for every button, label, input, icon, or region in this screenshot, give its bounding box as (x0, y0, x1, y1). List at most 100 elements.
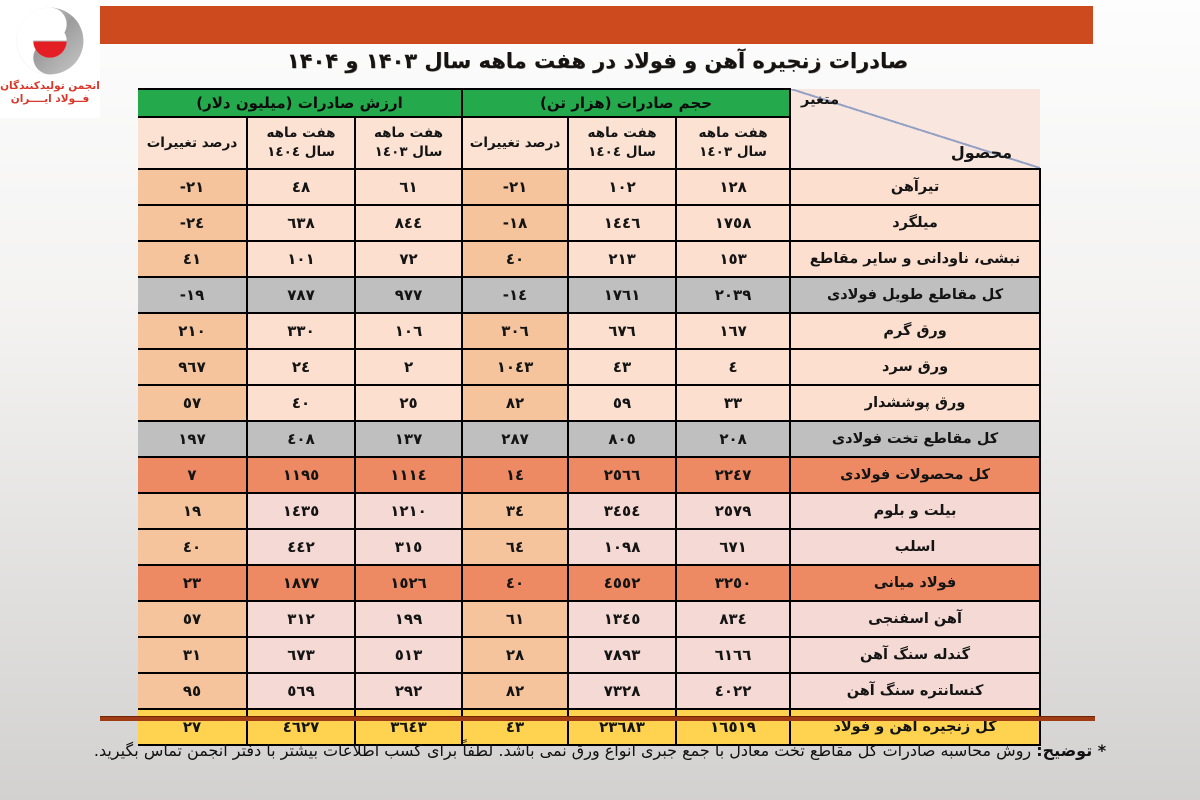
product-cell: گندله سنگ آهن (789, 636, 1042, 674)
volume-1403-header: هفت ماهه سال ١٤٠٣ (675, 116, 792, 170)
volume-pct-cell: ٨٢ (461, 384, 570, 422)
volume-pct-cell: -١٤ (461, 276, 570, 314)
value-1403-cell: ١٠٦ (354, 312, 464, 350)
volume-1404-cell: ١٣٤٥ (567, 600, 678, 638)
value-1404-cell: ٥٦٩ (246, 672, 357, 710)
volume-1404-cell: ٢٥٦٦ (567, 456, 678, 494)
table-row: کل مقاطع تخت فولادی ٢٠٨ ٨٠٥ ٢٨٧ ١٣٧ ٤٠٨ … (138, 420, 1042, 458)
footnote-text: روش محاسبه صادرات کل مقاطع تخت معادل با … (93, 741, 1032, 760)
value-pct-cell: ٥٧ (138, 384, 249, 422)
table-row: ورق سرد ٤ ٤٣ ١٠٤٣ ٢ ٢٤ ٩٦٧ (138, 348, 1042, 386)
value-1403-cell: ١٣٧ (354, 420, 464, 458)
corner-header-cell: متغیر محصول (789, 89, 1041, 170)
page-title: صادرات زنجیره آهن و فولاد در هفت ماهه سا… (286, 49, 909, 73)
value-1403-cell: ٣٦٤٣ (354, 708, 464, 746)
value-1404-cell: ٤٤٢ (246, 528, 357, 566)
volume-pct-cell: ٣٠٦ (461, 312, 570, 350)
value-pct-cell: ٢١٠ (138, 312, 249, 350)
value-1404-cell: ٢٤ (246, 348, 357, 386)
value-1404-cell: ١٠١ (246, 240, 357, 278)
value-pct-cell: ١٩٧ (138, 420, 249, 458)
value-1403-cell: ٢٩٢ (354, 672, 464, 710)
volume-pct-cell: -١٨ (461, 204, 570, 242)
footnote: * توضیح: روش محاسبه صادرات کل مقاطع تخت … (0, 741, 1200, 760)
value-pct-cell: -٢٤ (138, 204, 249, 242)
header-line: هفت ماهه (698, 125, 768, 142)
table-row: کل محصولات فولادی ٢٢٤٧ ٢٥٦٦ ١٤ ١١١٤ ١١٩٥… (138, 456, 1042, 494)
header-line: هفت ماهه (587, 125, 657, 142)
volume-1403-cell: ١٦٧ (675, 312, 792, 350)
value-pct-cell: ٩٦٧ (138, 348, 249, 386)
value-pct-cell: ٩٥ (138, 672, 249, 710)
value-1403-header: هفت ماهه سال ١٤٠٣ (354, 116, 464, 170)
volume-1403-cell: ٣٢٥٠ (675, 564, 792, 602)
product-cell: اسلب (789, 528, 1042, 566)
table-row: بیلت و بلوم ٢٥٧٩ ٣٤٥٤ ٣٤ ١٢١٠ ١٤٣٥ ١٩ (138, 492, 1042, 530)
header-line: سال ١٤٠٣ (374, 144, 443, 160)
product-cell: فولاد میانی (789, 564, 1042, 602)
volume-1404-cell: ٤٣ (567, 348, 678, 386)
corner-product-label: محصول (950, 143, 1013, 162)
volume-pct-cell: ٢٨ (461, 636, 570, 674)
value-1404-cell: ٤٠ (246, 384, 357, 422)
table-row: آهن اسفنجی ٨٣٤ ١٣٤٥ ٦١ ١٩٩ ٣١٢ ٥٧ (138, 600, 1042, 638)
volume-1403-cell: ٤ (675, 348, 792, 386)
value-1404-cell: ٣٣٠ (246, 312, 357, 350)
value-1404-cell: ٤٦٢٧ (246, 708, 357, 746)
volume-1404-cell: ٣٤٥٤ (567, 492, 678, 530)
value-pct-cell: -١٩ (138, 276, 249, 314)
product-cell: تیرآهن (789, 168, 1042, 206)
value-pct-cell: ٢٣ (138, 564, 249, 602)
value-1403-cell: ٦١ (354, 168, 464, 206)
value-1403-cell: ٢ (354, 348, 464, 386)
table-row: نبشی، ناودانی و سایر مقاطع ١٥٣ ٢١٣ ٤٠ ٧٢… (138, 240, 1042, 278)
header-line: سال ١٤٠٤ (267, 144, 335, 160)
logo-text-line2: فــولاد ایــــران (10, 93, 90, 106)
volume-1404-cell: ٢١٣ (567, 240, 678, 278)
volume-pct-cell: ٦٤ (461, 528, 570, 566)
volume-1404-cell: ٦٧٦ (567, 312, 678, 350)
value-1403-cell: ١٥٢٦ (354, 564, 464, 602)
volume-1404-cell: ٥٩ (567, 384, 678, 422)
product-cell: بیلت و بلوم (789, 492, 1042, 530)
product-cell: کل محصولات فولادی (789, 456, 1042, 494)
volume-pct-cell: ٤٠ (461, 564, 570, 602)
volume-1403-cell: ٢٠٨ (675, 420, 792, 458)
association-logo: انجمن تولیدکنندگان فــولاد ایــــران (0, 0, 100, 118)
volume-1403-cell: ١٥٣ (675, 240, 792, 278)
table-row: کل مقاطع طویل فولادی ٢٠٣٩ ١٧٦١ -١٤ ٩٧٧ ٧… (138, 276, 1042, 314)
value-1404-cell: ٣١٢ (246, 600, 357, 638)
value-1404-cell: ١٤٣٥ (246, 492, 357, 530)
volume-1404-cell: ١٤٤٦ (567, 204, 678, 242)
value-1404-cell: ٧٨٧ (246, 276, 357, 314)
table-row: کنسانتره سنگ آهن ٤٠٢٢ ٧٣٢٨ ٨٢ ٢٩٢ ٥٦٩ ٩٥ (138, 672, 1042, 710)
volume-1403-cell: ١٢٨ (675, 168, 792, 206)
value-pct-cell: ٥٧ (138, 600, 249, 638)
value-1403-cell: ٧٢ (354, 240, 464, 278)
export-table-wrap: متغیر محصول حجم صادرات (هزار تن) ارزش صا… (138, 88, 1042, 746)
value-1403-cell: ٣١٥ (354, 528, 464, 566)
value-1403-cell: ٨٤٤ (354, 204, 464, 242)
volume-pct-cell: ٨٢ (461, 672, 570, 710)
volume-1404-cell: ٧٨٩٣ (567, 636, 678, 674)
volume-1404-cell: ٢٣٦٨٣ (567, 708, 678, 746)
product-cell: ورق گرم (789, 312, 1042, 350)
volume-pct-cell: ٤٠ (461, 240, 570, 278)
value-pct-cell: ٤١ (138, 240, 249, 278)
volume-1404-cell: ١٠٩٨ (567, 528, 678, 566)
footnote-label: * توضیح: (1036, 741, 1107, 760)
product-cell: آهن اسفنجی (789, 600, 1042, 638)
volume-1403-cell: ٦١٦٦ (675, 636, 792, 674)
table-row: فولاد میانی ٣٢٥٠ ٤٥٥٢ ٤٠ ١٥٢٦ ١٨٧٧ ٢٣ (138, 564, 1042, 602)
product-cell: کل مقاطع تخت فولادی (789, 420, 1042, 458)
value-group-header: ارزش صادرات (میلیون دلار) (138, 88, 464, 118)
table-row: ورق گرم ١٦٧ ٦٧٦ ٣٠٦ ١٠٦ ٣٣٠ ٢١٠ (138, 312, 1042, 350)
table-row: تیرآهن ١٢٨ ١٠٢ -٢١ ٦١ ٤٨ -٢١ (138, 168, 1042, 206)
product-cell: نبشی، ناودانی و سایر مقاطع (789, 240, 1042, 278)
volume-1403-cell: ٤٠٢٢ (675, 672, 792, 710)
value-1403-cell: ١١١٤ (354, 456, 464, 494)
volume-1404-cell: ٨٠٥ (567, 420, 678, 458)
value-1403-cell: ٩٧٧ (354, 276, 464, 314)
volume-1404-cell: ١٠٢ (567, 168, 678, 206)
